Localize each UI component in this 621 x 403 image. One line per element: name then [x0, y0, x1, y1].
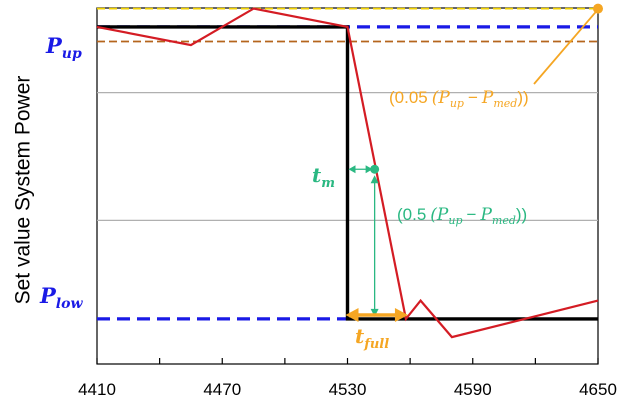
t-m-arrow-head-left — [348, 165, 356, 174]
fifty-percent-arrow-head-bottom — [370, 308, 379, 317]
annotation-layer — [345, 3, 603, 322]
x-tick-label: 4410 — [78, 380, 116, 399]
fifty-percent-point — [370, 164, 380, 174]
fifty-percent-annotation: (0.5 (Pup − Pmed)) — [397, 205, 527, 227]
t-full-arrow-head-left — [345, 308, 359, 322]
fifty-percent-arrow-head-top — [370, 175, 379, 184]
five-percent-point — [593, 3, 603, 14]
x-tick-label: 4470 — [203, 380, 241, 399]
t-full-label: tfull — [355, 324, 389, 352]
p-up-label: Pup — [45, 33, 82, 62]
series-line-0 — [97, 25, 598, 321]
x-axis: 4410 4470 4530 4590 4650 — [78, 358, 617, 399]
five-percent-pointer — [533, 11, 597, 85]
t-m-label: tm — [312, 163, 335, 191]
series-layer — [96, 7, 599, 339]
t-m-arrow-head-right — [365, 165, 373, 174]
t-full-arrow-head-right — [394, 308, 408, 322]
y-axis-title: Set value System Power — [12, 76, 35, 305]
p-low-label: Plow — [39, 283, 83, 312]
five-percent-annotation: (0.05 (Pup − Pmed)) — [389, 88, 529, 110]
x-tick-label: 4590 — [454, 380, 492, 399]
x-tick-label: 4530 — [329, 380, 367, 399]
x-tick-label: 4650 — [579, 380, 617, 399]
